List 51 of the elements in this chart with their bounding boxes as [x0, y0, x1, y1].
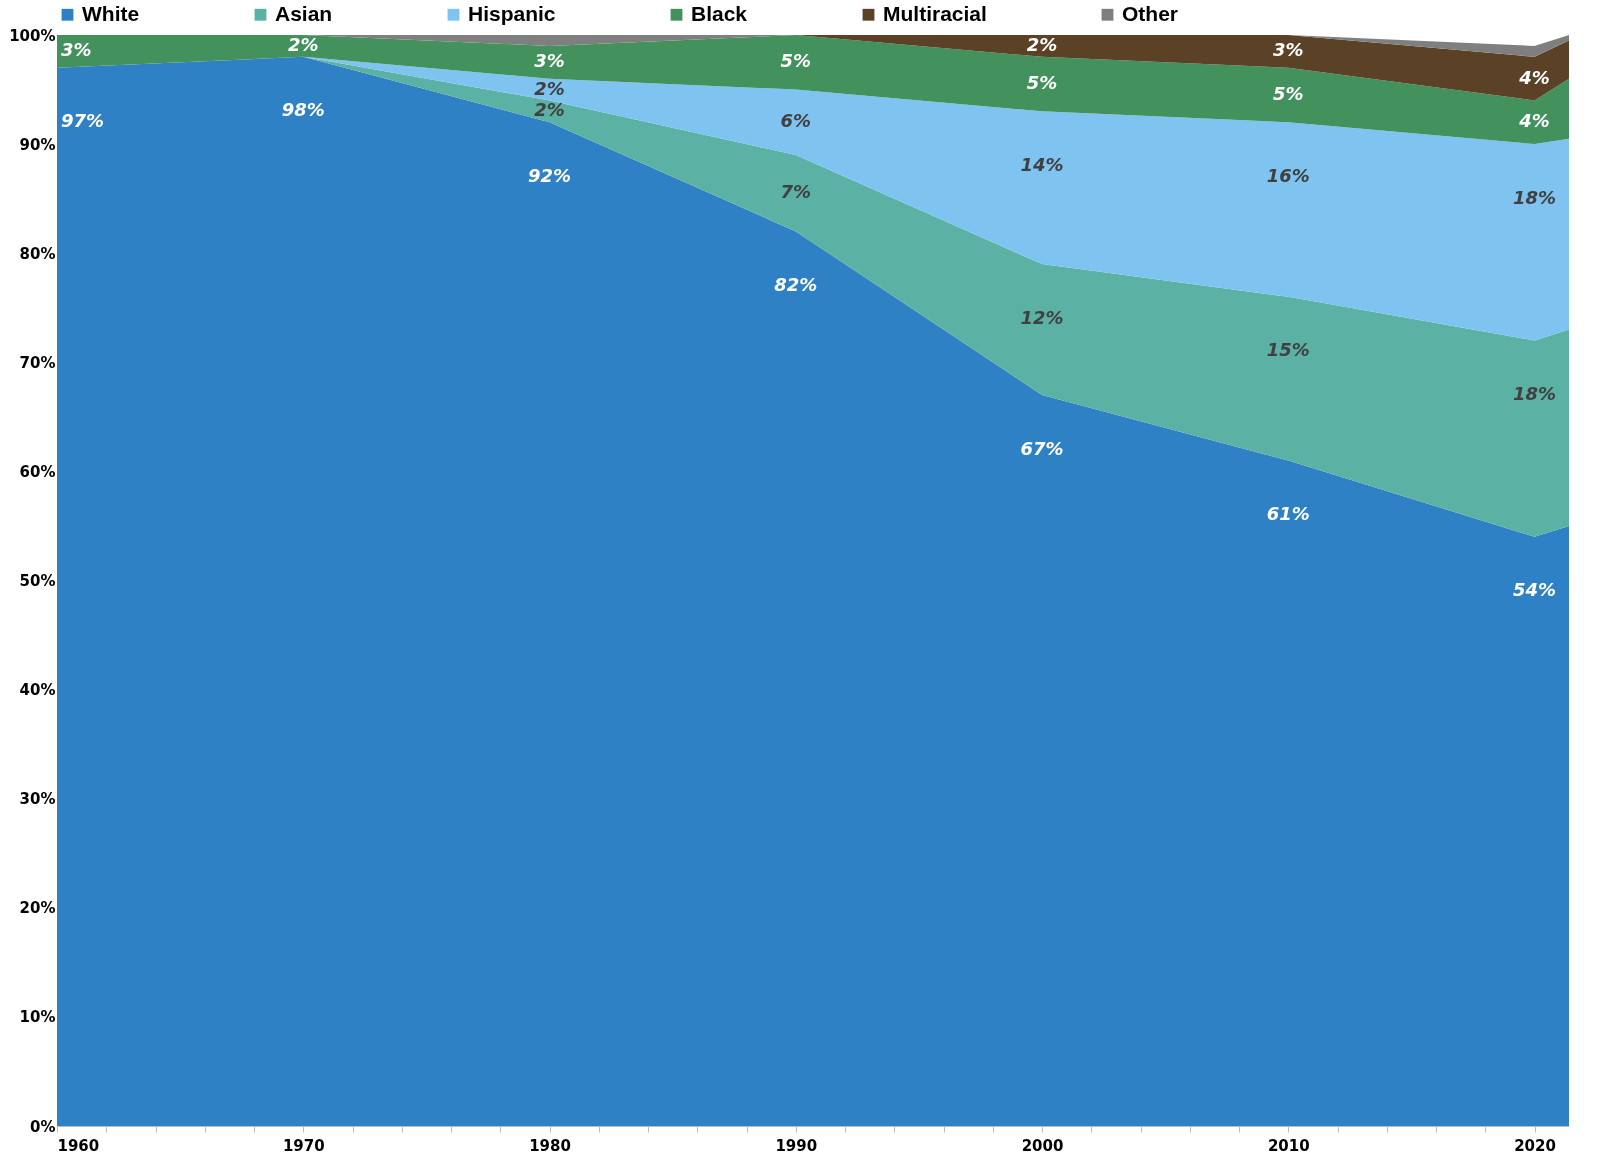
data-label: 4% — [1518, 66, 1550, 88]
x-tick-label: 1980 — [529, 1136, 571, 1155]
data-label: 16% — [1266, 164, 1310, 186]
data-label: 54% — [1512, 579, 1557, 601]
legend-label: Hispanic — [468, 1, 556, 25]
data-label: 2% — [1026, 33, 1058, 55]
y-tick-label: 30% — [19, 790, 56, 809]
data-label: 67% — [1020, 437, 1064, 459]
data-label: 15% — [1266, 339, 1310, 361]
y-tick-label: 10% — [19, 1008, 56, 1027]
data-label: 82% — [774, 273, 818, 295]
data-label: 2% — [534, 77, 565, 99]
data-label: 3% — [1272, 39, 1304, 61]
x-tick-label: 1960 — [57, 1136, 100, 1155]
x-tick-label: 1970 — [282, 1136, 325, 1155]
data-label: 2% — [287, 33, 319, 55]
data-label: 6% — [780, 110, 812, 132]
x-tick-label: 1990 — [775, 1136, 818, 1155]
y-tick-label: 90% — [19, 135, 56, 154]
data-label: 14% — [1020, 153, 1064, 175]
data-label: 7% — [780, 181, 812, 203]
legend-label: Other — [1122, 1, 1179, 25]
data-label: 18% — [1512, 383, 1557, 405]
data-label: 18% — [1512, 186, 1557, 208]
legend-label: Black — [691, 1, 748, 25]
y-tick-label: 100% — [9, 26, 56, 45]
legend-label: White — [82, 1, 140, 25]
y-tick-label: 50% — [19, 572, 56, 590]
data-label: 97% — [61, 110, 105, 132]
data-label: 4% — [1518, 110, 1550, 132]
data-label: 98% — [281, 99, 325, 121]
legend-label: Asian — [275, 1, 333, 25]
data-label: 61% — [1266, 503, 1310, 525]
y-tick-label: 20% — [19, 899, 56, 918]
x-tick-label: 2010 — [1267, 1136, 1310, 1155]
y-tick-label: 60% — [19, 462, 56, 481]
legend-label: Multiracial — [883, 1, 987, 25]
data-label: 5% — [780, 50, 812, 72]
x-tick-label: 2000 — [1021, 1136, 1064, 1155]
y-tick-label: 70% — [19, 353, 56, 372]
data-label: 3% — [534, 50, 565, 72]
data-label: 3% — [61, 39, 92, 61]
y-tick-label: 40% — [19, 681, 56, 700]
data-label: 5% — [1026, 72, 1058, 94]
y-tick-label: 0% — [30, 1117, 56, 1136]
x-tick-label: 2020 — [1514, 1136, 1556, 1155]
data-label: 92% — [527, 164, 572, 186]
data-label: 5% — [1272, 83, 1304, 104]
data-label: 12% — [1020, 306, 1064, 328]
y-tick-label: 80% — [19, 244, 56, 263]
data-label: 2% — [534, 99, 565, 121]
